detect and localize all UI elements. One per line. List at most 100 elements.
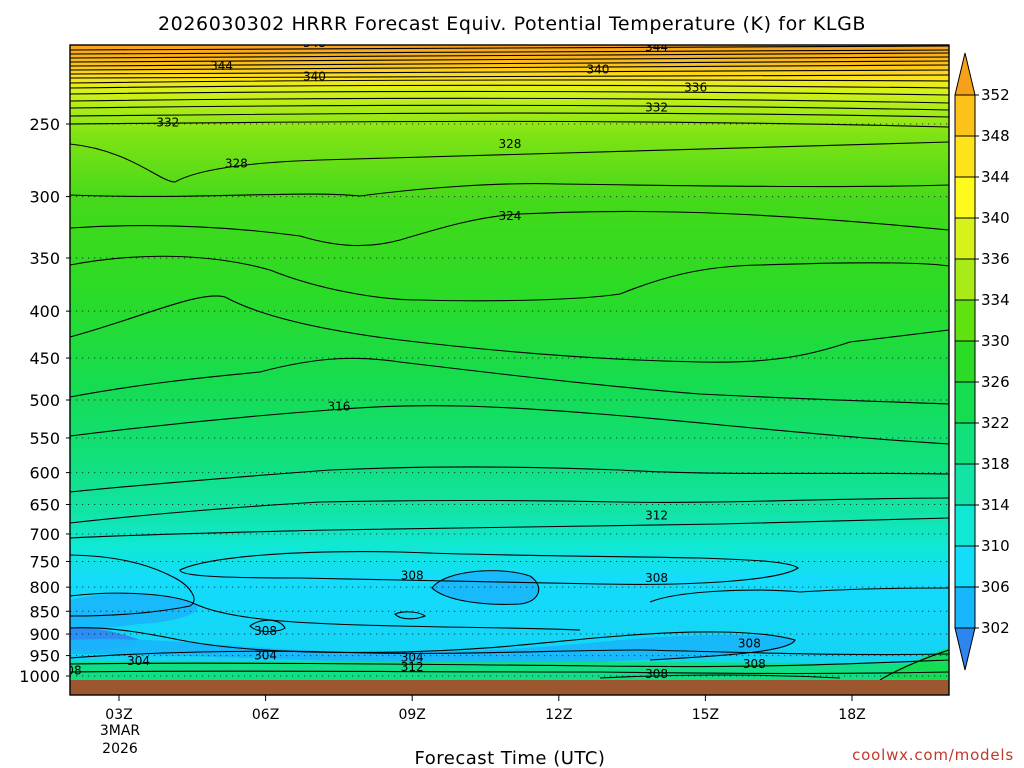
y-tick-label: 900 bbox=[29, 625, 60, 644]
contour-label: 308 bbox=[59, 663, 82, 677]
y-tick-label: 250 bbox=[29, 115, 60, 134]
contour-label: 312 bbox=[645, 508, 668, 522]
contour-line bbox=[70, 405, 949, 445]
y-tick-label: 500 bbox=[29, 391, 60, 410]
colorbar-label: 318 bbox=[981, 455, 1010, 473]
contour-line bbox=[70, 592, 581, 631]
contour-line bbox=[70, 357, 949, 405]
contour-label: 340 bbox=[303, 70, 326, 84]
y-tick-label: 450 bbox=[29, 349, 60, 368]
x-tick-label: 12Z bbox=[545, 707, 572, 723]
colorbar-label: 336 bbox=[981, 250, 1010, 268]
colorbar-swatch bbox=[954, 217, 976, 260]
colorbar-swatch bbox=[954, 422, 976, 465]
date-label-year: 2026 bbox=[102, 741, 138, 757]
contour-line bbox=[70, 79, 949, 84]
colorbar-label: 352 bbox=[981, 86, 1010, 104]
chart-title: 2026030302 HRRR Forecast Equiv. Potentia… bbox=[158, 13, 866, 35]
date-label-day: 3MAR bbox=[100, 723, 141, 739]
contour-label: 336 bbox=[684, 80, 707, 94]
y-tick-label: 600 bbox=[29, 464, 60, 483]
contour-line bbox=[599, 674, 841, 679]
contour-line bbox=[70, 183, 949, 198]
credit-text: coolwx.com/models bbox=[852, 746, 1014, 764]
contour-line bbox=[70, 627, 796, 661]
colorbar-swatch bbox=[954, 176, 976, 219]
contour-label: 308 bbox=[254, 624, 277, 638]
y-tick-label: 300 bbox=[29, 188, 60, 207]
plot-frame bbox=[69, 44, 950, 696]
contour-label: 312 bbox=[401, 660, 424, 674]
colorbar-swatch bbox=[954, 135, 976, 178]
contour-label: 304 bbox=[401, 651, 424, 665]
contour-line bbox=[879, 649, 949, 681]
y-tick-label: 350 bbox=[29, 249, 60, 268]
colorbar-swatch bbox=[954, 340, 976, 383]
contour-line bbox=[70, 497, 949, 524]
y-tick-label: 800 bbox=[29, 578, 60, 597]
colorbar-swatch bbox=[954, 586, 976, 629]
contour-line bbox=[70, 649, 949, 659]
y-tick-label: 650 bbox=[29, 495, 60, 514]
contour-label: 332 bbox=[156, 115, 179, 129]
contour-line bbox=[70, 104, 949, 111]
ground-surface bbox=[70, 680, 949, 695]
y-tick-label: 550 bbox=[29, 429, 60, 448]
colorbar-label: 330 bbox=[981, 332, 1010, 350]
contour-line bbox=[70, 295, 949, 363]
colorbar-swatch bbox=[954, 545, 976, 588]
colorbar-label: 344 bbox=[981, 168, 1010, 186]
y-tick-label: 850 bbox=[29, 602, 60, 621]
y-tick-label: 700 bbox=[29, 525, 60, 544]
colorbar-swatch bbox=[954, 94, 976, 137]
x-tick-label: 09Z bbox=[398, 707, 425, 723]
colorbar-label: 340 bbox=[981, 209, 1010, 227]
contour-line bbox=[70, 659, 949, 668]
colorbar-label: 302 bbox=[981, 619, 1010, 637]
colorbar-label: 334 bbox=[981, 291, 1010, 309]
contour-label: 304 bbox=[254, 649, 277, 663]
x-tick-label: 06Z bbox=[252, 707, 279, 723]
x-axis-label: Forecast Time (UTC) bbox=[415, 748, 606, 768]
contour-label: 308 bbox=[401, 569, 424, 583]
contour-line bbox=[70, 255, 949, 302]
contour-label: 328 bbox=[498, 137, 521, 151]
colorbar-swatch bbox=[954, 463, 976, 506]
contour-line bbox=[70, 141, 949, 183]
colorbar-swatch bbox=[954, 504, 976, 547]
contour-label: 304 bbox=[127, 654, 150, 668]
contour-label: 308 bbox=[738, 637, 761, 651]
x-tick-label: 15Z bbox=[692, 707, 719, 723]
plot-area: 3483443403443403363323323283283243163123… bbox=[59, 36, 949, 695]
contour-line bbox=[70, 670, 949, 675]
contour-line bbox=[649, 587, 949, 603]
colorbar-swatch bbox=[954, 258, 976, 301]
contour-line bbox=[70, 97, 949, 104]
contour-label: 344 bbox=[210, 59, 233, 73]
field-region bbox=[70, 634, 795, 664]
contour-label: 324 bbox=[498, 209, 521, 223]
contour-line bbox=[431, 570, 540, 605]
contour-label: 348 bbox=[303, 36, 326, 50]
contour-line bbox=[70, 554, 195, 617]
contour-line bbox=[70, 210, 949, 247]
colorbar-label: 348 bbox=[981, 127, 1010, 145]
y-tick-label: 950 bbox=[29, 647, 60, 666]
contour-line bbox=[70, 466, 949, 493]
y-axis: 250 300 350 400 450 500 550 600 650 700 750 800 850 9… bbox=[19, 115, 70, 686]
contour-label: 308 bbox=[743, 657, 766, 671]
colorbar-swatch bbox=[954, 381, 976, 424]
x-axis: 03Z 06Z 09Z 12Z 15Z 18Z bbox=[105, 695, 866, 723]
y-tick-label: 750 bbox=[29, 552, 60, 571]
colorbar-label: 314 bbox=[981, 496, 1010, 514]
contour-line bbox=[70, 84, 949, 89]
y-tick-label: 1000 bbox=[19, 667, 60, 686]
colorbar-label: 326 bbox=[981, 373, 1010, 391]
colorbar-arrow-top bbox=[954, 52, 976, 96]
contour-label: 328 bbox=[225, 156, 248, 170]
x-tick-label: 03Z bbox=[105, 707, 132, 723]
contour-label: 316 bbox=[327, 399, 350, 413]
colorbar-arrow-bottom bbox=[954, 627, 976, 671]
field-region bbox=[70, 593, 198, 629]
